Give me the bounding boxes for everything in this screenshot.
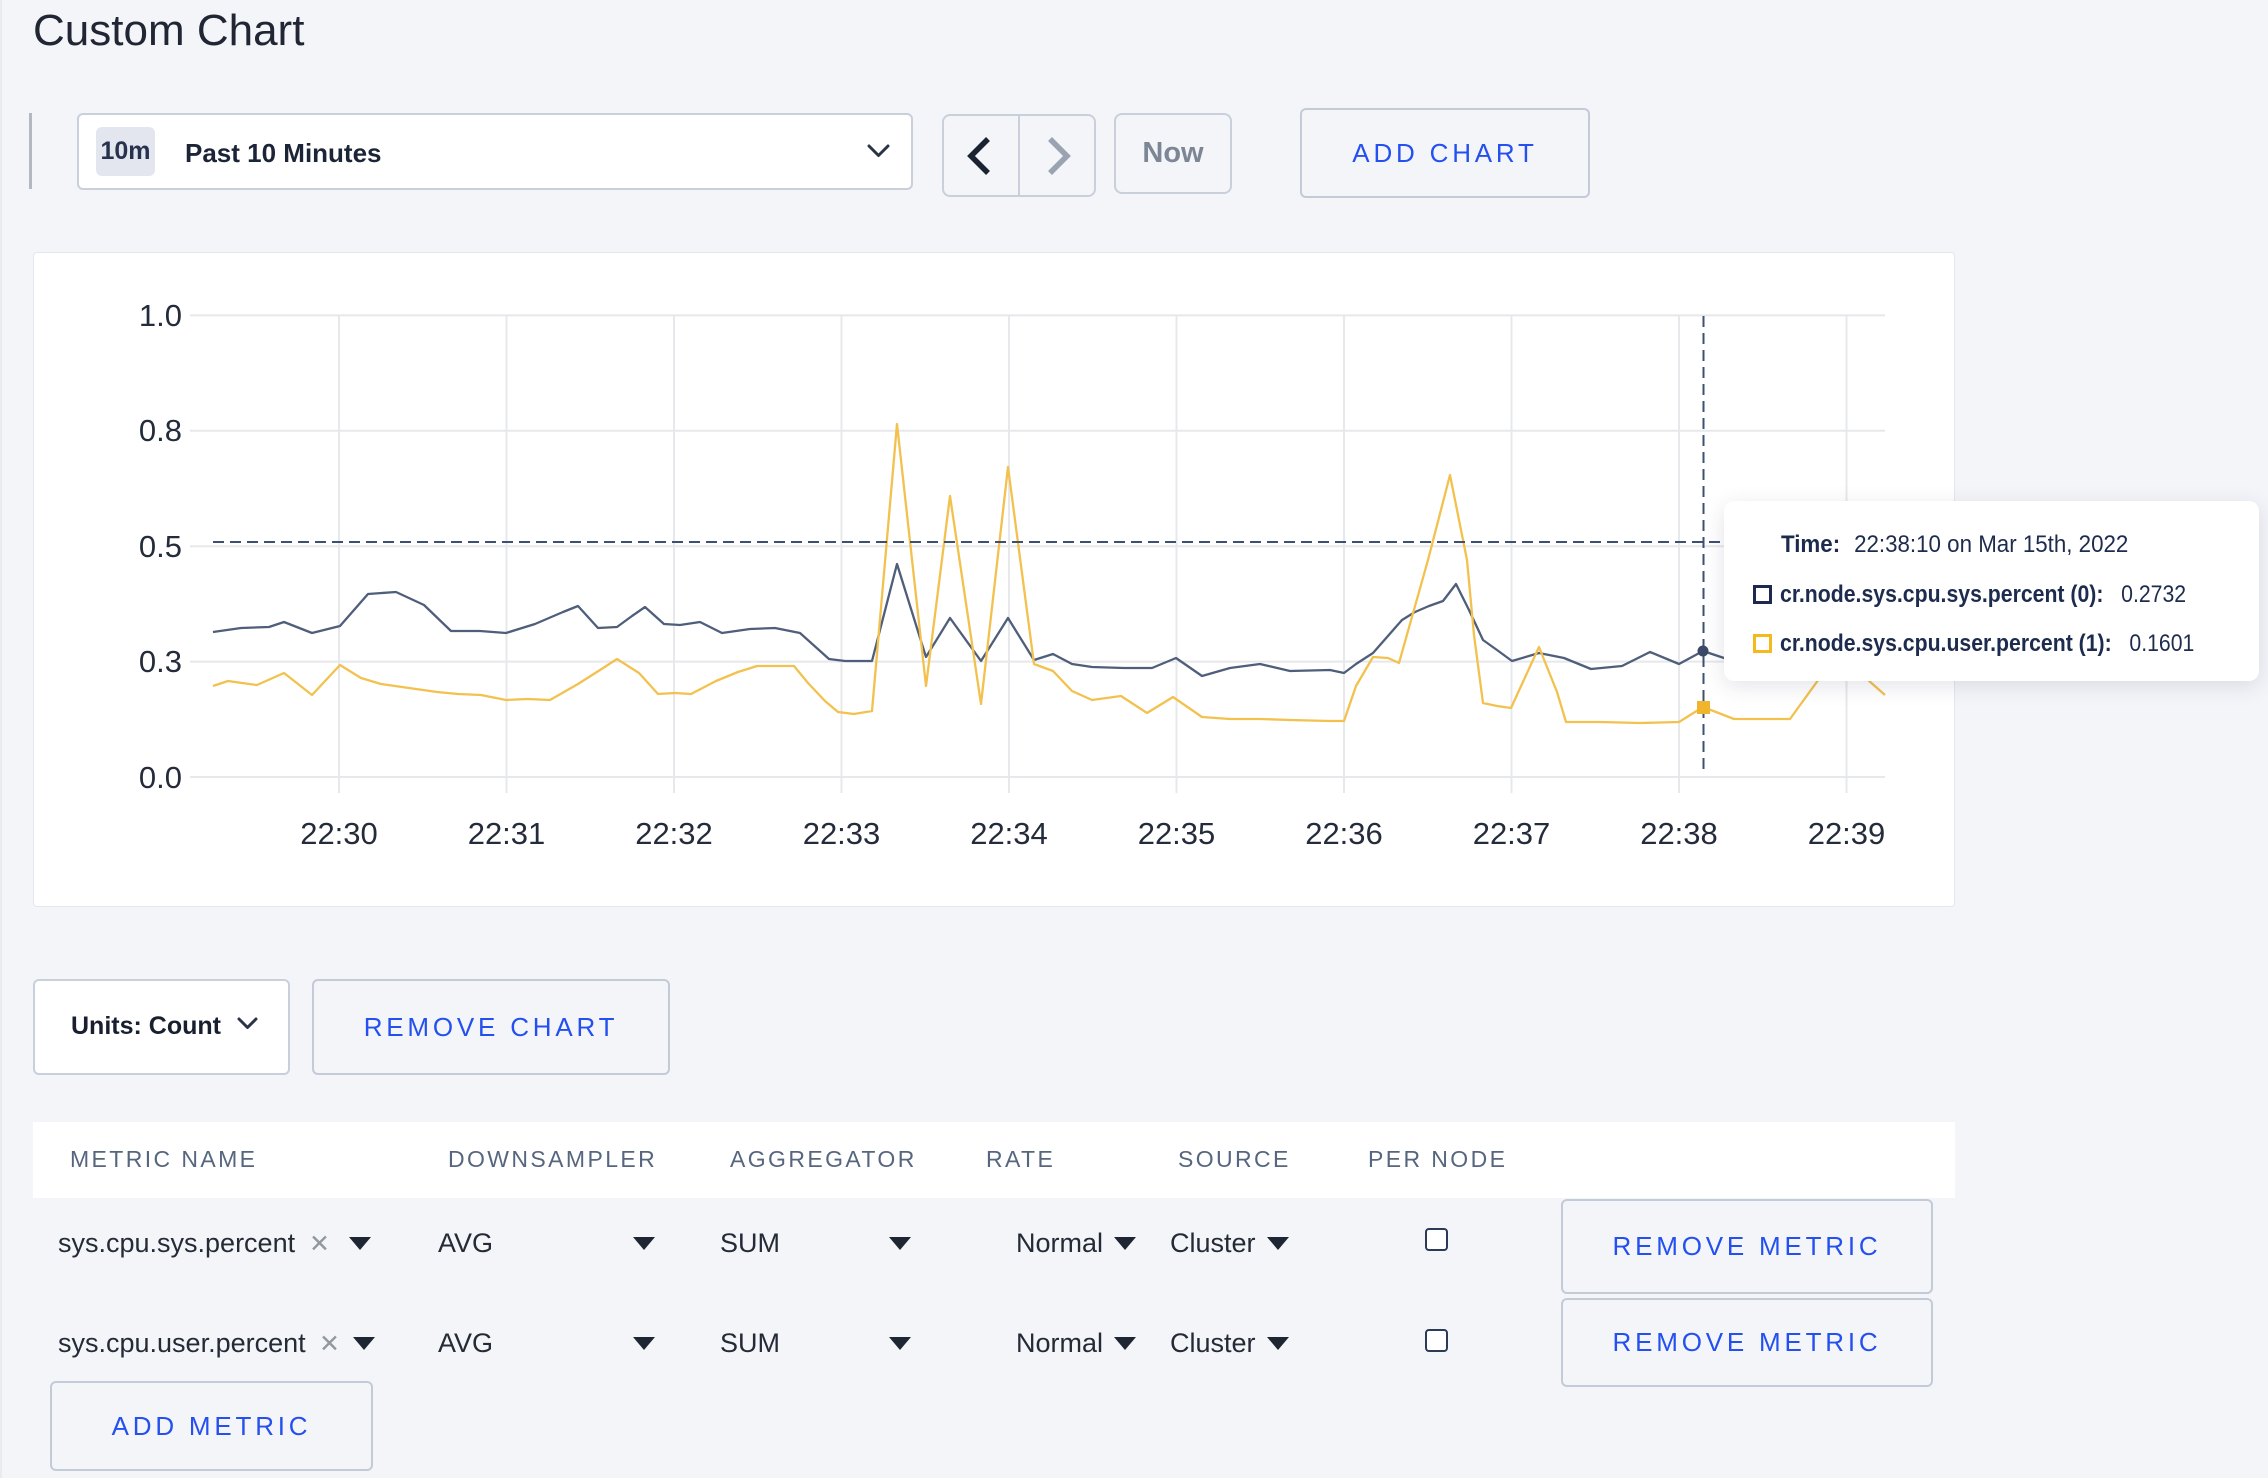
svg-text:22:38: 22:38 [1640, 816, 1718, 851]
svg-text:22:34: 22:34 [970, 816, 1048, 851]
svg-text:22:31: 22:31 [468, 816, 546, 851]
svg-text:22:30: 22:30 [300, 816, 378, 851]
svg-text:0.3: 0.3 [139, 644, 182, 679]
svg-text:22:33: 22:33 [803, 816, 881, 851]
svg-text:22:37: 22:37 [1473, 816, 1551, 851]
svg-text:1.0: 1.0 [139, 298, 182, 333]
svg-text:0.0: 0.0 [139, 760, 182, 795]
svg-text:0.8: 0.8 [139, 413, 182, 448]
svg-text:22:39: 22:39 [1808, 816, 1886, 851]
svg-text:22:36: 22:36 [1305, 816, 1383, 851]
svg-text:22:32: 22:32 [635, 816, 713, 851]
svg-text:22:35: 22:35 [1138, 816, 1216, 851]
svg-text:0.5: 0.5 [139, 529, 182, 564]
